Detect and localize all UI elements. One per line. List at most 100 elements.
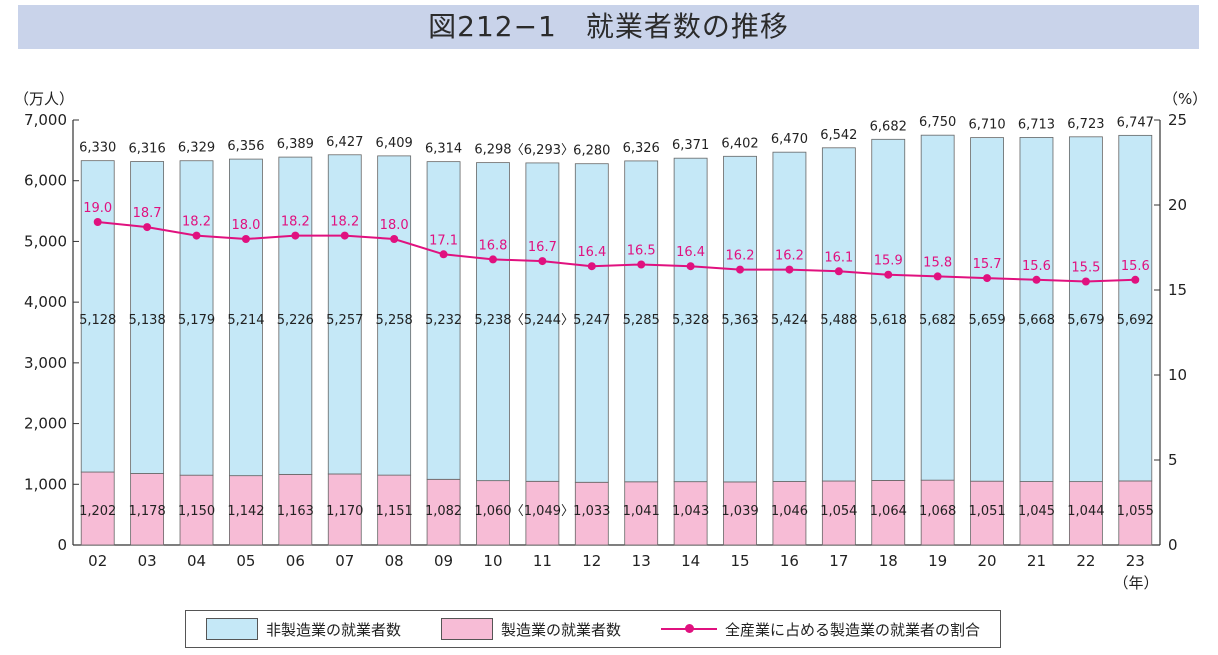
ratio-value-label: 16.2 (726, 249, 755, 264)
ratio-value-label: 16.5 (627, 244, 656, 259)
ratio-value-label: 16.2 (775, 249, 804, 264)
y-left-tick-label: 4,000 (24, 293, 67, 311)
manufacturing-value-label: 1,055 (1117, 504, 1154, 519)
y-right-tick-label: 0 (1168, 536, 1178, 554)
y-right-tick-label: 15 (1168, 281, 1187, 299)
ratio-point (686, 262, 695, 271)
manufacturing-value-label: 1,039 (721, 504, 758, 519)
bar-non-manufacturing (179, 160, 214, 476)
manufacturing-value-label: 1,068 (919, 504, 956, 519)
bar-manufacturing (179, 474, 214, 546)
ratio-point (933, 272, 942, 281)
total-value-label: 6,280 (573, 144, 610, 159)
x-tick-label: 05 (236, 552, 255, 570)
non-manufacturing-value-label: 5,682 (919, 313, 956, 328)
ratio-value-label: 15.8 (923, 255, 952, 270)
bar-manufacturing (574, 481, 609, 546)
ratio-point (340, 231, 349, 240)
manufacturing-value-label: 〈1,049〉 (511, 504, 574, 519)
y-right-tick-label: 25 (1168, 111, 1187, 129)
ratio-polyline (97, 221, 1136, 283)
total-value-label: 〈6,293〉 (511, 143, 574, 158)
bar-non-manufacturing (673, 157, 708, 483)
legend-label-non-manufacturing: 非製造業の就業者数 (265, 620, 401, 639)
non-manufacturing-value-label: 5,363 (721, 313, 758, 328)
ratio-point (488, 255, 497, 264)
x-tick-label: 02 (88, 552, 107, 570)
ratio-value-label: 15.6 (1121, 259, 1150, 274)
y-right-tick-label: 5 (1168, 451, 1178, 469)
y-left-tick-label: 6,000 (24, 172, 67, 190)
y-right-tick-label: 20 (1168, 196, 1187, 214)
bar-manufacturing (278, 473, 313, 546)
bar-non-manufacturing (920, 134, 955, 481)
non-manufacturing-value-label: 5,328 (672, 313, 709, 328)
total-value-label: 6,713 (1018, 117, 1055, 132)
ratio-point (884, 270, 893, 279)
bars (80, 134, 1153, 546)
y-left-tick-label: 7,000 (24, 111, 67, 129)
ratio-value-label: 18.0 (380, 218, 409, 233)
ratio-value-label: 16.7 (528, 240, 557, 255)
ratio-point (1032, 275, 1041, 284)
bar-non-manufacturing (624, 160, 659, 483)
non-manufacturing-value-label: 5,692 (1117, 313, 1154, 328)
total-value-label: 6,316 (129, 142, 166, 157)
ratio-point (439, 250, 448, 259)
non-manufacturing-value-label: 5,226 (277, 313, 314, 328)
manufacturing-value-label: 1,178 (129, 504, 166, 519)
x-tick-label: 21 (1027, 552, 1046, 570)
legend: 非製造業の就業者数 製造業の就業者数 全産業に占める製造業の就業者の割合 (185, 610, 1001, 648)
bar-non-manufacturing (229, 158, 263, 477)
bar-manufacturing (80, 471, 115, 546)
total-value-label: 6,298 (474, 143, 511, 158)
x-tick-label: 07 (335, 552, 354, 570)
bar-manufacturing (821, 480, 856, 546)
bar-manufacturing (1068, 481, 1103, 546)
x-tick-label: 06 (286, 552, 305, 570)
manufacturing-value-label: 1,163 (277, 504, 314, 519)
ratio-point (241, 235, 250, 243)
total-value-label: 6,329 (178, 141, 215, 156)
bar-manufacturing (476, 480, 510, 546)
total-value-label: 6,750 (919, 115, 956, 130)
x-tick-label: 22 (1076, 552, 1095, 570)
x-tick-label: 16 (780, 552, 799, 570)
y-right-tick-label: 10 (1168, 366, 1187, 384)
ratio-point (587, 262, 596, 271)
ratio-point (143, 223, 152, 232)
bar-non-manufacturing (574, 163, 609, 483)
ratio-point (1081, 277, 1090, 286)
ratio-line (93, 218, 1140, 286)
total-value-label: 6,371 (672, 138, 709, 153)
ratio-value-label: 18.7 (133, 206, 162, 221)
bar-manufacturing (377, 474, 412, 546)
non-manufacturing-value-label: 5,257 (326, 313, 363, 328)
x-tick-label: 18 (879, 552, 898, 570)
total-value-label: 6,427 (326, 135, 363, 150)
manufacturing-value-label: 1,060 (474, 504, 511, 519)
ratio-point (192, 231, 201, 240)
non-manufacturing-value-label: 5,179 (178, 313, 215, 328)
bar-manufacturing (871, 479, 906, 546)
legend-item-manufacturing: 製造業の就業者数 (440, 618, 621, 640)
bar-non-manufacturing (377, 155, 412, 476)
non-manufacturing-value-label: 5,285 (623, 313, 660, 328)
manufacturing-value-label: 1,150 (178, 504, 215, 519)
ratio-value-label: 16.4 (676, 245, 705, 260)
manufacturing-value-label: 1,142 (227, 504, 264, 519)
total-value-label: 6,402 (721, 136, 758, 151)
x-tick-label: 19 (928, 552, 947, 570)
title-bar: 図212−1 就業者数の推移 (18, 5, 1199, 49)
ratio-value-label: 18.2 (182, 215, 211, 230)
manufacturing-value-label: 1,082 (425, 504, 462, 519)
ratio-value-label: 15.5 (1071, 261, 1100, 276)
bar-manufacturing (1019, 481, 1054, 546)
x-tick-label: 08 (385, 552, 404, 570)
ratio-point (291, 231, 300, 240)
total-value-label: 6,356 (227, 139, 264, 154)
bar-non-manufacturing (1068, 136, 1103, 483)
ratio-value-label: 18.2 (281, 215, 310, 230)
bar-non-manufacturing (723, 155, 757, 483)
non-manufacturing-value-label: 5,238 (474, 313, 511, 328)
